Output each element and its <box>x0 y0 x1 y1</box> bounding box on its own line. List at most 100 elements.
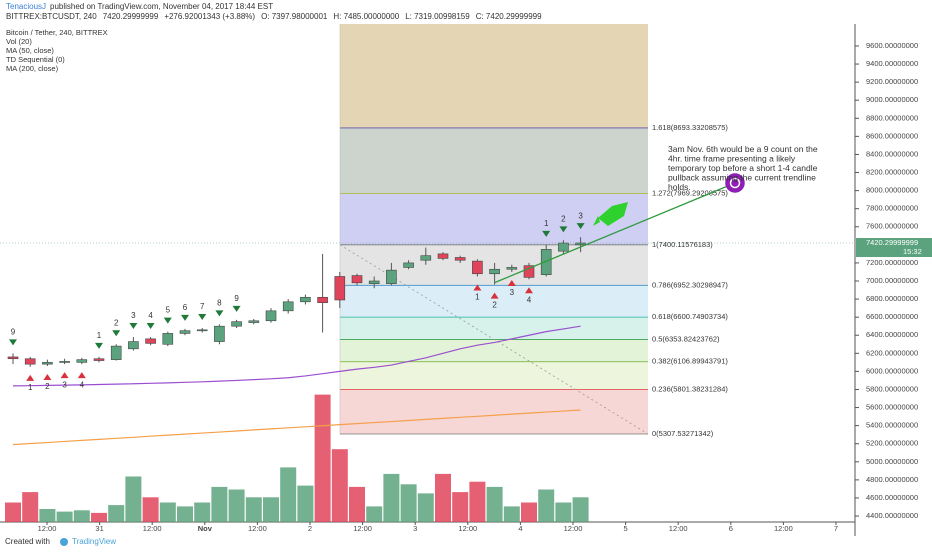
legend-item: TD Sequential (0) <box>6 55 65 64</box>
td-up-marker <box>232 305 241 312</box>
legend-item: MA (50, close) <box>6 46 54 55</box>
y-axis-bg <box>856 20 932 536</box>
x-tick-label: 31 <box>95 524 103 533</box>
candle-body <box>282 301 294 312</box>
candle-body <box>59 361 70 363</box>
y-tick-label: 6200.00000000 <box>866 348 918 357</box>
volume-bar <box>56 511 73 522</box>
y-tick-label: 4400.00000000 <box>866 511 918 520</box>
fib-label: 0.786(6952.30298947) <box>652 280 728 289</box>
td-up-marker <box>542 230 551 237</box>
fib-label: 1.272(7969.29208575) <box>652 188 728 197</box>
quote-text: L: 7319.00998159 <box>405 12 470 21</box>
td-up-label: 8 <box>217 299 222 308</box>
ma50-line <box>12 325 581 387</box>
y-tick-label: 4600.00000000 <box>866 493 918 502</box>
fib-band <box>340 389 648 434</box>
y-tick-label: 4800.00000000 <box>866 475 918 484</box>
candle-body <box>437 253 449 259</box>
td-down-marker <box>77 372 86 379</box>
x-tick-label: 12:00 <box>458 524 477 533</box>
candle-body <box>540 249 552 275</box>
td-up-marker <box>146 323 155 330</box>
x-tick-label: 12:00 <box>143 524 162 533</box>
annotation: 3am Nov. 6th would be a 9 count on the 4h… <box>668 144 818 192</box>
td-down-marker <box>473 284 482 291</box>
td-down-label: 1 <box>28 383 33 392</box>
legend-item: Bitcoin / Tether, 240, BITTREX <box>6 28 108 37</box>
volume-bar <box>435 473 451 522</box>
annotation-line: 4hr. time frame presenting a likely <box>668 154 796 164</box>
y-tick-label: 7000.00000000 <box>866 276 918 285</box>
candle-body <box>231 321 242 327</box>
candle-body <box>523 265 535 278</box>
fib-label: 0.382(6106.89943791) <box>652 357 728 366</box>
td-up-label: 9 <box>234 294 239 303</box>
td-up-label: 5 <box>166 306 171 315</box>
td-down-label: 1 <box>475 293 480 302</box>
td-up-marker <box>559 226 568 233</box>
volume-bar <box>142 497 159 522</box>
fib-label: 1.618(8693.33208575) <box>652 123 728 132</box>
author: TenaciousJ <box>6 2 46 11</box>
td-up-marker <box>215 310 224 317</box>
td-down-marker <box>525 287 533 294</box>
volume-bar <box>108 505 125 522</box>
x-tick-label: 7 <box>834 524 838 533</box>
candle-body <box>196 329 208 332</box>
td-up-label: 9 <box>11 327 16 336</box>
rocket <box>593 202 628 226</box>
td-down-label: 4 <box>80 380 85 389</box>
td-up-marker <box>181 314 189 321</box>
volume-bar <box>486 486 503 522</box>
quote-text: O: 7397.98000001 <box>261 12 328 21</box>
annotation-line: holds. <box>668 182 691 192</box>
candle-body <box>489 268 500 275</box>
candle-body <box>386 269 397 285</box>
annotation-line: temporary top before a short 1-4 candle <box>668 163 818 173</box>
td-up-marker <box>9 339 17 346</box>
volume-bar <box>383 473 400 522</box>
volume-bar <box>73 510 90 522</box>
fib-label: 0.5(6353.82423762) <box>652 334 720 343</box>
fib-band <box>340 317 648 340</box>
y-tick-label: 7800.00000000 <box>866 204 918 213</box>
td-up-label: 2 <box>561 214 566 223</box>
volume-bar <box>366 506 383 522</box>
td-up-marker <box>163 317 172 324</box>
y-tick-label: 6600.00000000 <box>866 312 918 321</box>
candle-body <box>403 262 414 268</box>
volume-bar <box>331 449 348 522</box>
x-tick-label: 12:00 <box>564 524 583 533</box>
y-tick-label: 5600.00000000 <box>866 403 918 412</box>
fib-label: 0(5307.53271342) <box>652 429 714 438</box>
brand-logo <box>60 538 68 546</box>
fib-label: 0.236(5801.38231284) <box>652 384 728 393</box>
td-up-label: 3 <box>131 311 136 320</box>
td-up-marker <box>95 342 103 349</box>
candle-body <box>575 242 586 246</box>
fib-band <box>340 24 648 128</box>
annotation-line: pullback assuming the current trendline <box>668 173 816 183</box>
volume-bar <box>177 506 193 522</box>
legend-item: MA (200, close) <box>6 64 59 73</box>
td-down-marker <box>26 374 35 381</box>
candle-body <box>110 345 122 360</box>
fib-label: 0.618(6600.74903734) <box>652 312 728 321</box>
candle-body <box>248 320 260 323</box>
candle-body <box>179 330 191 334</box>
td-down-marker <box>490 292 499 299</box>
candle-body <box>506 267 518 270</box>
candle-body <box>420 255 432 261</box>
ma200-line <box>12 409 581 446</box>
volume-bar <box>280 467 297 522</box>
candle-body <box>334 276 346 301</box>
candle-body <box>42 362 53 365</box>
candle-body <box>7 356 19 360</box>
y-tick-label: 8200.00000000 <box>866 168 918 177</box>
footer-created: Created with <box>5 537 50 546</box>
fib-band <box>340 361 648 390</box>
td-down-marker <box>507 279 516 286</box>
candle-body <box>93 358 105 361</box>
volume-bar <box>521 502 537 522</box>
